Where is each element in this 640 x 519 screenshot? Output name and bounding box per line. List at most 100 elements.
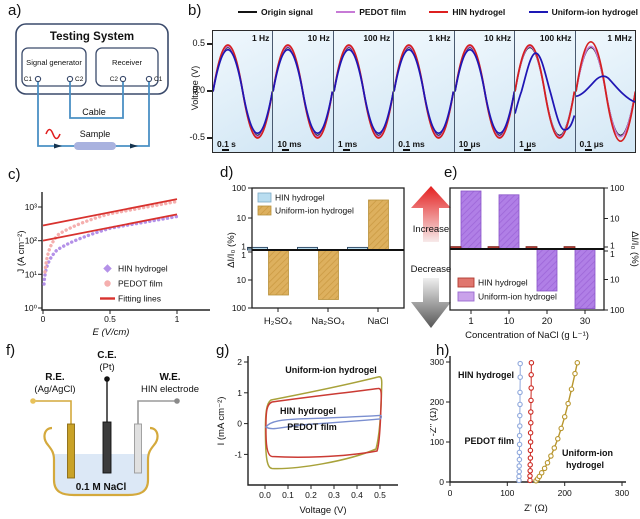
uniform-ion-hydrogel-swatch (528, 10, 548, 14)
we-sublabel: HIN electrode (141, 384, 199, 395)
pedot-film-nyquist-series (516, 360, 523, 484)
uniform-ion-hydrogel-nyquist-series (533, 360, 581, 484)
y-tick: -0.5 (189, 132, 205, 142)
y-tick: 10³ (25, 202, 37, 212)
y-tick: -1 (234, 449, 242, 459)
we-label: W.E. (159, 372, 180, 383)
x-category: 20 (542, 316, 553, 327)
panel-d-label: d) (220, 164, 234, 181)
x-axis-label: Z' (Ω) (524, 503, 548, 514)
uniform-ion-hydrogel-wave (213, 48, 273, 135)
y-tick: 100 (232, 183, 246, 193)
diamond-marker-icon (103, 264, 112, 273)
legend-item-pedot-film: PEDOT film (336, 7, 406, 17)
legend-label: Fitting lines (118, 294, 161, 304)
x-axis-label: E (V/cm) (93, 327, 130, 338)
uniform-ion-legend-swatch (257, 205, 272, 216)
decrease-label: Decrease (411, 264, 452, 275)
subpanel-100hz: 100 Hz 1 ms (333, 31, 395, 152)
y-tick: 1 (241, 242, 246, 252)
legend-label: HIN hydrogel (478, 278, 528, 288)
legend-label: HIN hydrogel (275, 193, 325, 203)
sine-signal-icon (45, 128, 61, 140)
subpanel-10hz: 10 Hz 10 ms (273, 31, 334, 152)
pedot-film-cv-loop (265, 414, 383, 430)
y-tick: 1 (610, 241, 615, 251)
uniform-ion-hydrogel-cv-loop (264, 376, 383, 470)
uniform-ion-hydrogel-wave (333, 48, 394, 135)
timescale-label: 0.1 μs (579, 139, 604, 149)
terminal-c2-generator: C2 (75, 76, 84, 83)
frequency-label: 10 kHz (484, 33, 512, 43)
panel-d-bar-chart: 100 10 1 1 10 100 ΔI/I₀ (%) H₂SO₄ Na₂SO₄… (226, 183, 405, 327)
y-tick: 100 (232, 303, 246, 313)
scalebar-mark (282, 149, 290, 151)
re-terminal-dot (30, 398, 36, 404)
subpanel-10khz: 10 kHz 10 μs (454, 31, 516, 152)
fitting-line-lower (42, 213, 178, 242)
ce-sublabel: (Pt) (99, 362, 114, 373)
y-tick: 10 (610, 214, 620, 224)
y-tick: 100 (430, 437, 444, 447)
y-axis-label: ΔI/I₀ (%) (629, 231, 640, 267)
waveform-plot (333, 44, 394, 139)
frequency-label: 100 kHz (539, 33, 572, 43)
uniform-ion-hydrogel-wave (454, 48, 515, 135)
hin-legend-swatch (457, 277, 475, 288)
y-axis-label: I (mA cm⁻²) (216, 397, 227, 446)
y-tick: 10 (610, 275, 620, 285)
tick-marks (446, 361, 623, 486)
x-category: 30 (580, 316, 591, 327)
timescale-label: 1 μs (519, 139, 537, 149)
signal-generator-label: Signal generator (26, 58, 82, 67)
uniform-ion-curve-label-line2: hydrogel (566, 460, 604, 470)
axes (41, 192, 210, 311)
legend-label: Uniform-ion hydrogel (275, 206, 354, 216)
timescale-label: 10 μs (458, 139, 481, 149)
hin-hydrogel-swatch (429, 10, 449, 14)
y-tick: 10 (237, 213, 247, 223)
legend-label: HIN hydrogel (452, 7, 506, 17)
uniform-ion-hydrogel-wave (273, 48, 333, 135)
legend-item-uniform-ion-hydrogel: Uniform-ion hydrogel (528, 7, 638, 17)
panel-f-electrochemical-cell-diagram: R.E. (Ag/AgCl) C.E. (Pt) W.E. HIN electr… (30, 350, 199, 497)
panel-g-label: g) (216, 342, 230, 359)
hin-hydrogel-nyquist-series (527, 360, 535, 484)
panel-b-waveform-strip: 1 Hz 0.1 s 10 Hz 10 ms 100 Hz (212, 30, 636, 153)
waveform-plot (454, 44, 515, 139)
y-tick: 10 (237, 275, 247, 285)
frequency-label: 1 MHz (607, 33, 632, 43)
tick-marks (248, 187, 379, 312)
x-category: NaCl (367, 316, 388, 327)
scalebar-mark (222, 149, 229, 151)
uniform-ion-legend-swatch (457, 291, 475, 302)
waveform-plot (575, 41, 635, 142)
tick-marks (244, 361, 381, 489)
frequency-label: 100 Hz (363, 33, 391, 43)
scalebar-mark (463, 149, 471, 151)
y-tick: 0.0 (192, 85, 205, 95)
uniform-ion-hydrogel-wave (575, 75, 635, 103)
timescale-label: 1 ms (337, 139, 358, 149)
we-terminal-dot (174, 398, 180, 404)
y-tick: 1 (237, 388, 242, 398)
y-tick-mark (207, 137, 212, 139)
subpanel-1mhz: 1 MHz 0.1 μs (575, 31, 635, 152)
circle-marker-icon (104, 280, 111, 287)
fitting-line-upper (42, 198, 178, 227)
re-label: R.E. (45, 372, 65, 383)
waveform-plot (394, 44, 454, 139)
y-tick-mark (207, 43, 212, 45)
we-wire (137, 400, 177, 424)
x-tick: 0.5 (374, 490, 386, 500)
waveform-plot (273, 44, 333, 139)
testing-system-title: Testing System (50, 31, 134, 43)
y-tick: 0 (439, 477, 444, 487)
legend-label: PEDOT film (118, 279, 163, 289)
panel-h-nyquist-plot: 300 200 100 0 0 100 200 300 Z' (Ω) -Z'' … (430, 356, 629, 514)
legend-item-hin-hydrogel: HIN hydrogel (429, 7, 505, 17)
terminal-dot (119, 75, 127, 83)
waveform-plot (213, 44, 273, 139)
y-tick: 10² (25, 236, 37, 246)
